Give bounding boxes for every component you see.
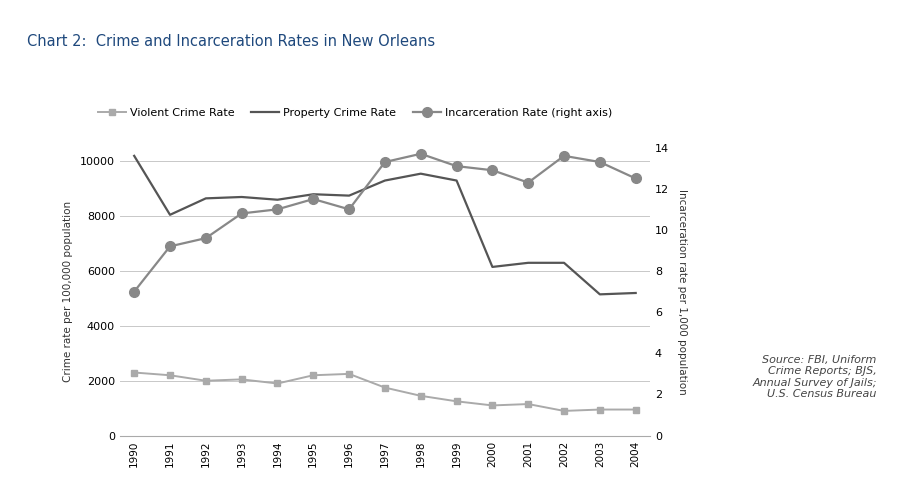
Legend: Violent Crime Rate, Property Crime Rate, Incarceration Rate (right axis): Violent Crime Rate, Property Crime Rate,… xyxy=(98,107,612,118)
Text: Chart 2:  Crime and Incarceration Rates in New Orleans: Chart 2: Crime and Incarceration Rates i… xyxy=(27,34,435,49)
Y-axis label: Incarceration rate per 1,000 population: Incarceration rate per 1,000 population xyxy=(678,189,687,394)
Text: Source: FBI, Uniform
Crime Reports; BJS,
Annual Survey of Jails;
U.S. Census Bur: Source: FBI, Uniform Crime Reports; BJS,… xyxy=(752,355,877,399)
Y-axis label: Crime rate per 100,000 population: Crime rate per 100,000 population xyxy=(63,201,73,382)
